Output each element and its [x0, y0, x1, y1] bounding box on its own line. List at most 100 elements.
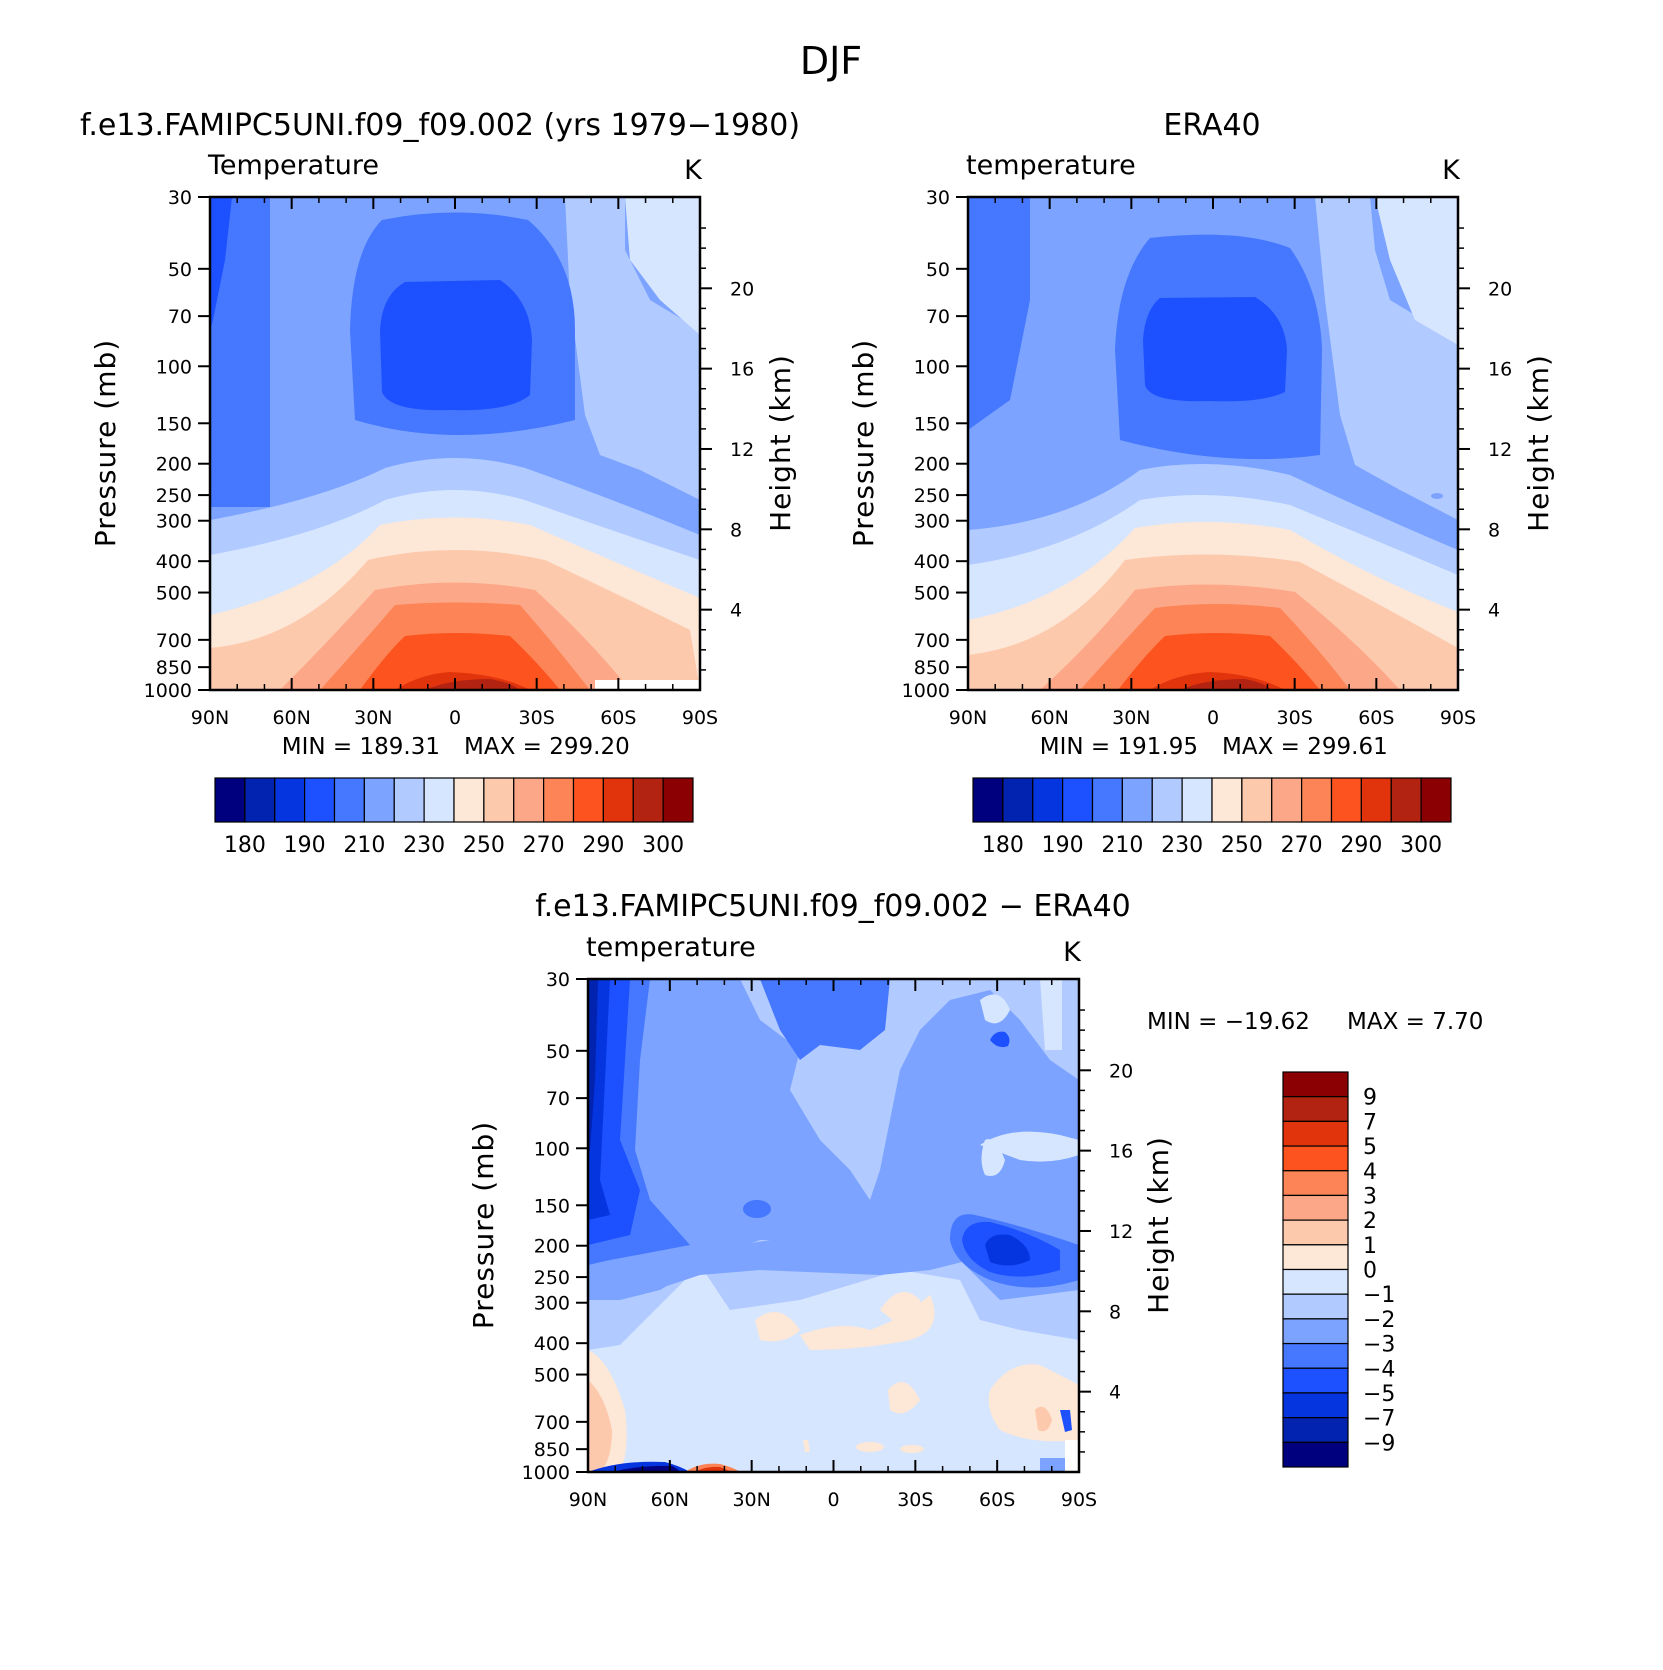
colorbar-label: 9 [1363, 1086, 1377, 1111]
pressure-tick-label: 200 [914, 454, 950, 476]
colorbar-swatch [1271, 777, 1303, 823]
colorbar-swatch [453, 777, 485, 823]
band-minus1-0 [981, 1139, 1005, 1176]
colorbar-swatch [1282, 1194, 1349, 1221]
pressure-tick-label: 300 [914, 511, 950, 533]
pressure-tick-label: 100 [914, 356, 950, 378]
panel-difference: f.e13.FAMIPC5UNI.f09_f09.002 − ERA40 tem… [467, 889, 1483, 1511]
colorbar-swatch [972, 777, 1004, 823]
colorbar-swatch [1282, 1318, 1349, 1345]
latitude-tick-label: 90S [682, 707, 718, 729]
colorbar-label: −1 [1363, 1283, 1395, 1308]
colorbar-label: 0 [1363, 1259, 1377, 1284]
colorbar-swatch [1282, 1120, 1349, 1147]
height-tick-label: 4 [1488, 600, 1500, 622]
band-290-295 [360, 633, 560, 690]
band-0-1 [755, 1312, 800, 1342]
colorbar-swatch [602, 777, 634, 823]
band-290-295 [1118, 633, 1320, 690]
pressure-axis-title: Pressure (mb) [89, 339, 122, 547]
band-1-2 [1035, 1406, 1052, 1432]
colorbar-swatch [393, 777, 425, 823]
colorbar-label: 290 [582, 833, 624, 858]
max-value: MAX = 299.20 [464, 734, 630, 760]
height-tick-label: 8 [1109, 1301, 1121, 1323]
colorbar-label: 190 [284, 833, 326, 858]
height-tick-label: 4 [1109, 1382, 1121, 1404]
colorbar-swatch [423, 777, 455, 823]
height-tick-label: 8 [730, 519, 742, 541]
band-minus1-0 [980, 1131, 1079, 1162]
height-axis-title: Height (km) [1522, 354, 1555, 532]
missing-data [595, 680, 700, 690]
pressure-tick-label: 150 [534, 1195, 570, 1217]
band-minus3-minus2 [1040, 1458, 1065, 1472]
band-0-1 [803, 1440, 810, 1452]
colorbar-swatch [1032, 777, 1064, 823]
variable-label: temperature [966, 150, 1136, 181]
colorbar-swatch [572, 777, 604, 823]
variable-label: temperature [586, 932, 756, 963]
colorbar: 180 190 210 230 250 270 290 300 [972, 777, 1452, 858]
colorbar-swatch [1282, 1392, 1349, 1419]
latitude-tick-label: 60N [1030, 707, 1068, 729]
colorbar-swatch [1062, 777, 1094, 823]
band-200-210 [210, 197, 232, 330]
colorbar-swatch [1282, 1268, 1349, 1295]
band-minus5-minus4 [990, 1031, 1010, 1048]
band-200-210 [1143, 297, 1287, 402]
height-tick-label: 8 [1488, 519, 1500, 541]
band-210-220 [968, 197, 1030, 430]
colorbar-label: 210 [1101, 833, 1143, 858]
pressure-tick-label: 100 [534, 1138, 570, 1160]
pressure-tick-label: 250 [534, 1267, 570, 1289]
colorbar-swatch [543, 777, 575, 823]
min-value: MIN = −19.62 [1147, 1009, 1310, 1035]
colorbar-swatch [1420, 777, 1452, 823]
height-tick-label: 20 [730, 278, 754, 300]
height-tick-label: 20 [1109, 1060, 1133, 1082]
band-230-240 [565, 197, 700, 500]
latitude-tick-label: 0 [827, 1489, 839, 1511]
colorbar-label: 4 [1363, 1160, 1377, 1185]
units-label: K [1442, 155, 1461, 186]
pressure-tick-label: 400 [156, 551, 192, 573]
band-0-1 [856, 1442, 884, 1452]
band-0-1 [880, 1292, 921, 1330]
latitude-tick-label: 90S [1440, 707, 1476, 729]
pressure-tick-label: 200 [534, 1236, 570, 1258]
colorbar-swatch [1282, 1244, 1349, 1271]
band-0-1 [800, 1295, 935, 1350]
panel-title: f.e13.FAMIPC5UNI.f09_f09.002 (yrs 1979−1… [80, 108, 800, 143]
colorbar-swatch [483, 777, 515, 823]
band-minus1-0 [1040, 979, 1062, 1050]
panel-title: ERA40 [1163, 108, 1260, 143]
colorbar-label: −2 [1363, 1308, 1395, 1333]
colorbar-label: 210 [343, 833, 385, 858]
pressure-tick-label: 100 [156, 356, 192, 378]
colorbar-swatch [662, 777, 694, 823]
band-300-plus [1180, 679, 1272, 690]
band-230-240 [1315, 197, 1458, 520]
band-below-minus9 [612, 1465, 680, 1472]
band-minus5-minus4 [1060, 1410, 1072, 1432]
colorbar-label: 250 [1221, 833, 1263, 858]
colorbar-label: 180 [982, 833, 1024, 858]
band-220-230 [1431, 493, 1443, 499]
height-tick-label: 12 [730, 439, 754, 461]
panel-title: f.e13.FAMIPC5UNI.f09_f09.002 − ERA40 [535, 889, 1131, 924]
pressure-tick-label: 400 [534, 1333, 570, 1355]
contour-field [588, 979, 1079, 1472]
band-minus9-minus7 [588, 979, 598, 1160]
pressure-tick-label: 300 [156, 511, 192, 533]
colorbar-label: −7 [1363, 1407, 1395, 1432]
band-200-210 [380, 280, 532, 411]
colorbar-swatch [363, 777, 395, 823]
height-tick-label: 16 [1488, 359, 1512, 381]
panel-model: f.e13.FAMIPC5UNI.f09_f09.002 (yrs 1979−1… [80, 108, 800, 858]
height-tick-label: 16 [1109, 1141, 1133, 1163]
colorbar-label: 5 [1363, 1135, 1377, 1160]
band-7-9 [695, 1466, 730, 1472]
